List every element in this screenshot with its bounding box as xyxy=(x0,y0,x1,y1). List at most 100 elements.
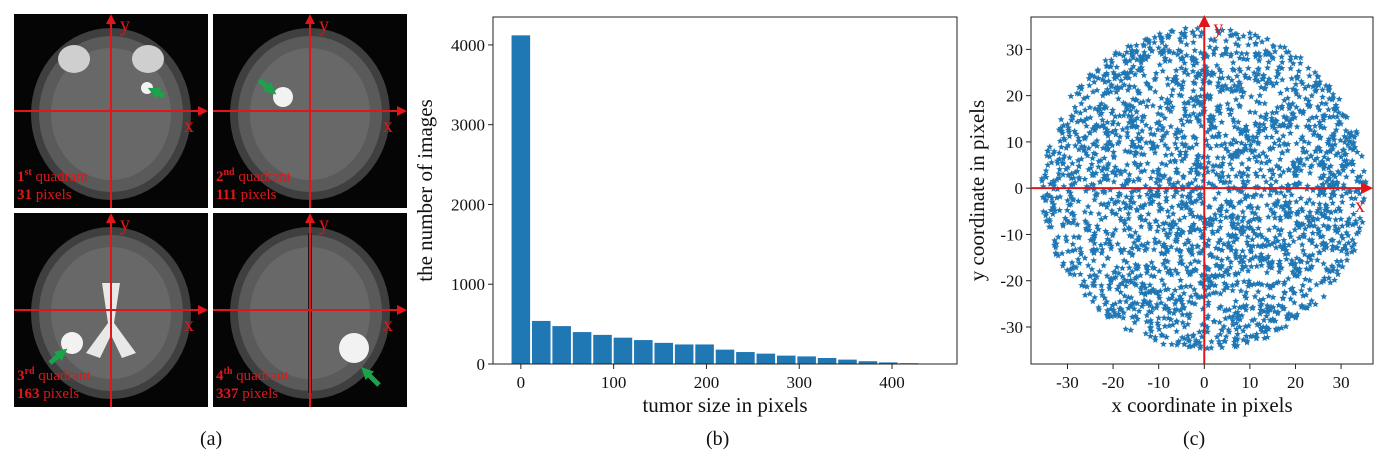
scatter-point-946 xyxy=(1101,124,1109,131)
scatter-point-2553 xyxy=(1275,301,1283,309)
scatter-point-896 xyxy=(1238,50,1246,57)
scatter-point-564 xyxy=(1138,66,1146,74)
scatter-point-810 xyxy=(1231,338,1238,345)
scatter-point-1338 xyxy=(1088,171,1096,179)
scatter-point-2506 xyxy=(1056,137,1064,144)
scatter-point-1897 xyxy=(1147,185,1154,193)
scatter-point-59 xyxy=(1345,187,1353,194)
scatter-point-1058 xyxy=(1138,280,1146,287)
scatter-point-1666 xyxy=(1302,303,1310,311)
scatter-point-553 xyxy=(1060,259,1067,267)
scatter-point-428 xyxy=(1243,302,1250,309)
scatter-point-1244 xyxy=(1341,133,1348,140)
scatter-point-1505 xyxy=(1176,231,1184,238)
scatter-point-327 xyxy=(1114,139,1122,147)
scatter-point-1221 xyxy=(1292,314,1299,321)
scatter-point-973 xyxy=(1188,208,1196,215)
scatter-point-922 xyxy=(1106,240,1114,247)
plot-frame xyxy=(492,16,958,365)
scatter-point-2177 xyxy=(1181,29,1189,37)
scatter-point-859 xyxy=(1277,89,1284,96)
scatter-point-1119 xyxy=(1293,166,1301,174)
scatter-point-2423 xyxy=(1308,236,1316,243)
scatter-point-2492 xyxy=(1303,185,1311,192)
scatter-point-1498 xyxy=(1224,100,1231,107)
scatter-point-371 xyxy=(1193,140,1200,147)
scatter-point-1816 xyxy=(1207,119,1215,127)
scatter-point-2184 xyxy=(1134,163,1142,171)
scatter-point-1835 xyxy=(1089,88,1097,95)
scatter-point-1889 xyxy=(1143,262,1151,270)
scatter-point-132 xyxy=(1155,118,1163,125)
bar-6 xyxy=(634,340,653,364)
scatter-point-1558 xyxy=(1116,305,1124,312)
scatter-point-415 xyxy=(1144,266,1151,274)
scatter-point-1362 xyxy=(1348,243,1356,250)
scatter-point-2174 xyxy=(1250,215,1258,223)
scatter-point-645 xyxy=(1260,172,1267,180)
scatter-point-19 xyxy=(1222,45,1230,53)
scatter-point-571 xyxy=(1173,188,1181,196)
scatter-point-1374 xyxy=(1257,83,1265,91)
scatter-point-259 xyxy=(1140,42,1148,49)
scatter-point-975 xyxy=(1128,244,1136,252)
scatter-point-1692 xyxy=(1107,312,1115,320)
scatter-point-1825 xyxy=(1181,213,1188,221)
scatter-point-2377 xyxy=(1081,254,1089,261)
scatter-point-211 xyxy=(1103,171,1111,179)
scatter-point-357 xyxy=(1177,283,1184,291)
scatter-point-988 xyxy=(1077,248,1085,256)
scatter-point-656 xyxy=(1138,64,1146,71)
scatter-point-2421 xyxy=(1227,246,1235,253)
scatter-point-483 xyxy=(1081,135,1089,142)
scatter-point-1201 xyxy=(1202,70,1210,77)
scatter-point-15 xyxy=(1269,54,1277,62)
scatter-point-2453 xyxy=(1069,195,1076,202)
scatter-point-1981 xyxy=(1110,274,1118,281)
scatter-point-1005 xyxy=(1149,197,1157,205)
scatter-point-1267 xyxy=(1106,275,1114,282)
scatter-point-1733 xyxy=(1285,181,1293,189)
scatter-point-1446 xyxy=(1330,191,1338,198)
scatter-point-392 xyxy=(1217,177,1225,184)
scatter-point-1575 xyxy=(1123,71,1131,78)
scatter-point-983 xyxy=(1296,269,1303,276)
scatter-point-1659 xyxy=(1154,190,1162,197)
scatter-point-673 xyxy=(1217,141,1225,149)
x-axis-arrowhead xyxy=(198,305,208,315)
scatter-point-463 xyxy=(1253,334,1260,342)
eye-left xyxy=(58,45,90,73)
scatter-point-1238 xyxy=(1287,56,1294,63)
scatter-point-1117 xyxy=(1123,193,1130,200)
scatter-point-1978 xyxy=(1222,314,1229,322)
scatter-point-2551 xyxy=(1162,99,1170,106)
scatter-point-1520 xyxy=(1301,225,1309,232)
scatter-point-2215 xyxy=(1331,107,1339,114)
scatter-point-617 xyxy=(1232,172,1240,179)
scatter-point-1463 xyxy=(1311,128,1318,135)
scatter-point-546 xyxy=(1186,271,1193,278)
scatter-point-1743 xyxy=(1218,83,1226,90)
scatter-point-189 xyxy=(1213,170,1220,178)
scatter-point-873 xyxy=(1236,187,1244,195)
scatter-point-174 xyxy=(1219,86,1227,93)
scatter-point-1723 xyxy=(1121,147,1129,154)
scatter-point-1409 xyxy=(1142,216,1149,223)
scatter-point-1886 xyxy=(1136,193,1143,200)
scatter-point-891 xyxy=(1194,162,1202,170)
scatter-point-306 xyxy=(1100,104,1107,112)
scatter-point-1527 xyxy=(1195,151,1202,159)
scatter-point-57 xyxy=(1194,170,1201,178)
scatter-point-1378 xyxy=(1286,204,1293,212)
scatter-point-1576 xyxy=(1169,210,1177,217)
tumor-region xyxy=(339,333,369,363)
scatter-point-1548 xyxy=(1293,254,1301,261)
scatter-point-551 xyxy=(1233,86,1240,93)
scatter-point-711 xyxy=(1208,281,1216,288)
scatter-point-1379 xyxy=(1098,245,1106,253)
scatter-point-2171 xyxy=(1235,42,1242,49)
x-tick-label-1: -20 xyxy=(1102,373,1125,392)
scatter-point-913 xyxy=(1341,138,1349,146)
scatter-point-315 xyxy=(1330,130,1338,137)
scatter-point-756 xyxy=(1283,116,1290,123)
